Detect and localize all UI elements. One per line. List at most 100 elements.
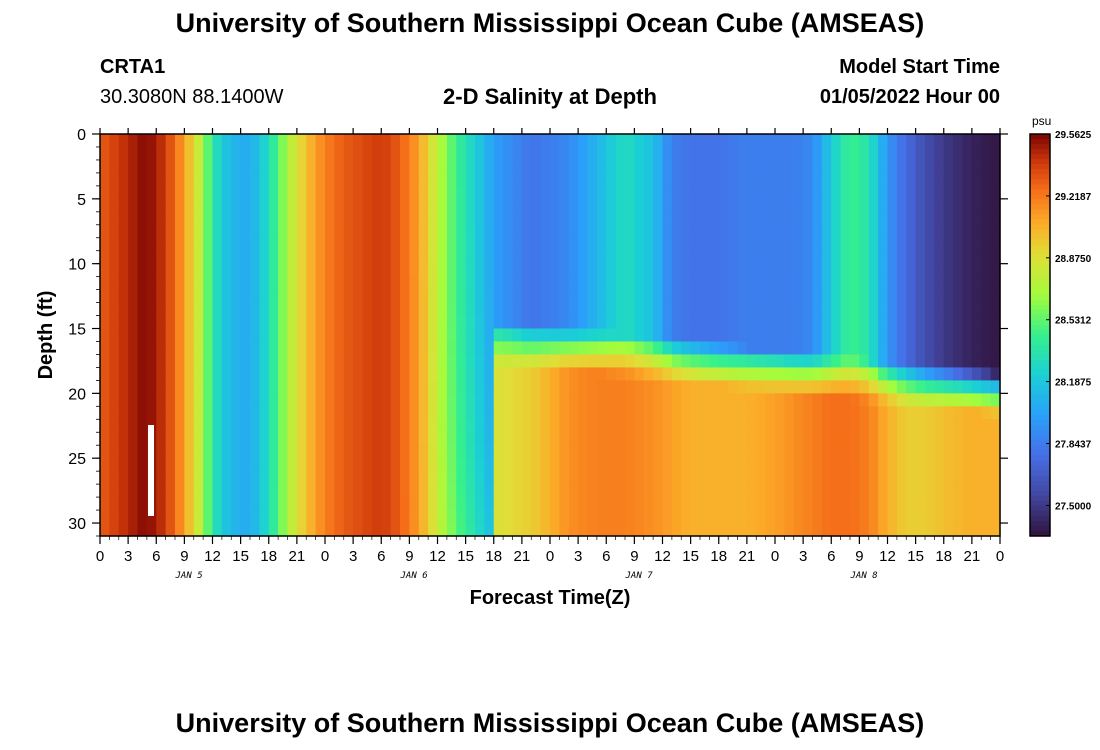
heatmap-cell [278,289,289,304]
heatmap-cell [615,328,626,343]
heatmap-cell [353,198,364,213]
heatmap-cell [596,224,607,239]
heatmap-cell [165,159,176,174]
heatmap-cell [287,224,298,239]
heatmap-cell [512,224,523,239]
heatmap-cell [325,315,335,330]
heatmap-cell [606,471,617,485]
heatmap-cell [812,458,823,472]
heatmap-cell [287,458,298,472]
heatmap-cell [381,471,392,485]
heatmap-cell [428,276,439,291]
heatmap-cell [606,302,617,317]
heatmap-cell [962,341,973,356]
heatmap-cell [896,458,907,472]
heatmap-cell [118,484,129,498]
heatmap-cell [625,237,635,252]
colorbar-segment [1030,345,1050,351]
heatmap-cell [596,237,607,252]
heatmap-cell [578,276,589,291]
heatmap-cell [615,341,626,356]
heatmap-cell [840,367,851,381]
heatmap-cell [868,263,879,278]
heatmap-cell [550,302,560,317]
heatmap-cell [700,134,710,148]
heatmap-cell [531,380,542,394]
heatmap-cell [540,237,551,252]
heatmap-cell [400,432,410,446]
heatmap-cell [662,237,673,252]
heatmap-cell [596,185,607,200]
heatmap-cell [250,393,260,407]
heatmap-cell [418,419,429,433]
heatmap-cell [662,198,673,213]
heatmap-cell [521,185,532,200]
heatmap-cell [362,134,373,148]
heatmap-cell [128,211,139,226]
heatmap-cell [850,185,860,200]
heatmap-cell [596,211,607,226]
heatmap-cell [268,224,279,239]
heatmap-cell [990,354,1001,369]
heatmap-cell [212,185,223,200]
heatmap-cell [465,224,476,239]
heatmap-cell [100,354,110,369]
heatmap-cell [137,328,148,343]
heatmap-cell [606,354,617,369]
heatmap-cell [371,328,382,343]
heatmap-cell [990,250,1001,265]
heatmap-cell [268,159,279,174]
heatmap-cell [475,185,485,200]
heatmap-cell [578,393,589,407]
heatmap-cell [859,224,870,239]
heatmap-cell [625,198,635,213]
heatmap-cell [793,224,804,239]
heatmap-cell [334,432,345,446]
heatmap-cell [700,185,710,200]
heatmap-cell [456,419,467,433]
heatmap-cell [475,432,485,446]
heatmap-cell [850,211,860,226]
heatmap-cell [175,134,185,148]
heatmap-cell [400,134,410,148]
heatmap-cell [278,198,289,213]
heatmap-cell [428,484,439,498]
heatmap-cell [953,263,964,278]
heatmap-cell [709,393,720,407]
heatmap-cell [371,393,382,407]
heatmap-cell [634,380,645,394]
heatmap-cell [943,432,954,446]
heatmap-cell [371,458,382,472]
heatmap-cell [325,134,335,148]
heatmap-cell [625,341,635,356]
heatmap-cell [550,134,560,148]
heatmap-cell [193,510,204,524]
heatmap-cell [465,471,476,485]
heatmap-cell [925,341,935,356]
heatmap-cell [653,497,664,511]
heatmap-cell [493,523,504,537]
heatmap-cell [784,406,795,420]
heatmap-cell [465,523,476,537]
heatmap-cell [390,289,401,304]
heatmap-cell [212,354,223,369]
heatmap-cell [428,445,439,459]
heatmap-cell [981,380,992,394]
heatmap-cell [118,328,129,343]
heatmap-cell [821,276,832,291]
heatmap-cell [268,315,279,330]
heatmap-cell [718,250,729,265]
heatmap-cell [493,406,504,420]
heatmap-cell [475,134,485,148]
heatmap-cell [878,497,889,511]
heatmap-cell [409,172,420,187]
heatmap-cell [475,354,485,369]
heatmap-cell [615,237,626,252]
heatmap-cell [484,250,495,265]
heatmap-cell [278,211,289,226]
heatmap-cell [971,211,982,226]
heatmap-cell [915,432,926,446]
x-tick-label: 3 [349,548,357,565]
x-axis-label: Forecast Time(Z) [470,587,631,609]
